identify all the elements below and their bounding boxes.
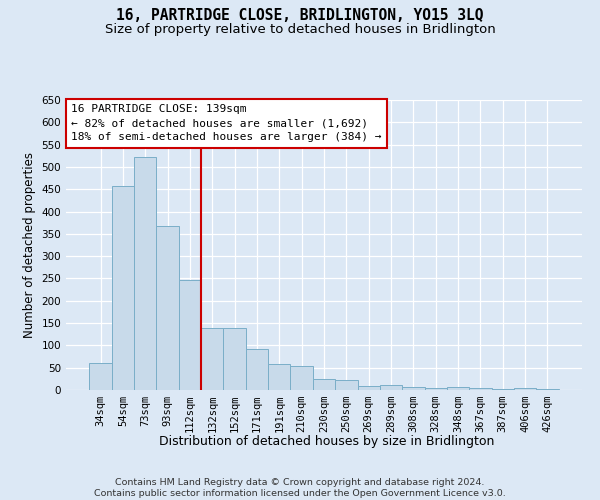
- Text: 16 PARTRIDGE CLOSE: 139sqm
← 82% of detached houses are smaller (1,692)
18% of s: 16 PARTRIDGE CLOSE: 139sqm ← 82% of deta…: [71, 104, 382, 142]
- Bar: [201, 328, 223, 390]
- Bar: [157, 226, 179, 390]
- Bar: [335, 380, 358, 390]
- Bar: [447, 387, 469, 390]
- Bar: [89, 363, 112, 390]
- Bar: [112, 186, 134, 390]
- Bar: [268, 364, 290, 390]
- Bar: [246, 349, 268, 390]
- Bar: [491, 388, 514, 390]
- Bar: [134, 157, 157, 390]
- Bar: [223, 328, 246, 390]
- Bar: [290, 366, 313, 390]
- Bar: [358, 386, 380, 390]
- Bar: [402, 387, 425, 390]
- Y-axis label: Number of detached properties: Number of detached properties: [23, 152, 36, 338]
- Text: Distribution of detached houses by size in Bridlington: Distribution of detached houses by size …: [160, 435, 494, 448]
- Bar: [380, 384, 402, 390]
- Bar: [179, 280, 201, 390]
- Bar: [514, 388, 536, 390]
- Bar: [469, 388, 491, 390]
- Bar: [536, 388, 559, 390]
- Bar: [313, 379, 335, 390]
- Text: Contains HM Land Registry data © Crown copyright and database right 2024.
Contai: Contains HM Land Registry data © Crown c…: [94, 478, 506, 498]
- Text: 16, PARTRIDGE CLOSE, BRIDLINGTON, YO15 3LQ: 16, PARTRIDGE CLOSE, BRIDLINGTON, YO15 3…: [116, 8, 484, 22]
- Text: Size of property relative to detached houses in Bridlington: Size of property relative to detached ho…: [104, 22, 496, 36]
- Bar: [425, 388, 447, 390]
